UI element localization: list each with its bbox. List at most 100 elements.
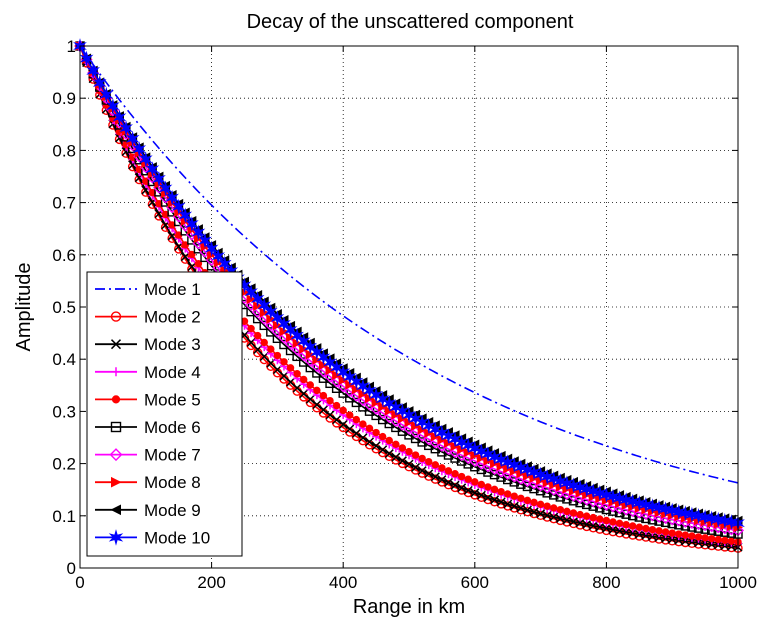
series-line (79, 45, 739, 484)
legend-item: Mode 10 (95, 528, 210, 547)
series-marker (602, 516, 611, 525)
legend-label: Mode 8 (144, 473, 201, 492)
series-marker (112, 109, 127, 126)
series-marker (724, 514, 739, 530)
series-marker (513, 459, 528, 476)
series-marker (364, 437, 375, 447)
series-marker (339, 406, 347, 415)
series-marker (652, 499, 666, 516)
series-marker (481, 446, 495, 463)
series-marker (369, 387, 383, 403)
series-marker (108, 529, 124, 546)
series-marker (522, 505, 532, 515)
x-tick-label: 400 (329, 573, 357, 592)
series-marker (476, 490, 486, 500)
series-marker (178, 207, 193, 224)
series-marker (246, 306, 256, 317)
series-marker (266, 327, 276, 337)
series-marker (247, 324, 255, 333)
series-marker (132, 141, 147, 158)
series-marker (408, 410, 423, 427)
series-marker (375, 391, 390, 408)
series-marker (691, 508, 706, 524)
series-marker (165, 189, 179, 206)
series-marker (318, 405, 328, 415)
series-marker (516, 503, 526, 513)
series-marker (378, 445, 388, 455)
series-marker (187, 262, 197, 272)
series-marker (79, 50, 94, 67)
series-marker (303, 338, 318, 355)
series-marker (263, 303, 278, 320)
series-marker (290, 327, 305, 344)
series-marker (405, 447, 413, 456)
series-marker (678, 505, 693, 522)
legend-label: Mode 2 (144, 308, 201, 327)
series-marker (283, 321, 298, 338)
series-marker (382, 395, 397, 412)
series-marker (252, 313, 263, 324)
series-marker (448, 431, 462, 448)
series-marker (569, 509, 578, 517)
series-marker (277, 316, 291, 332)
series-marker (398, 444, 407, 452)
series-marker (300, 375, 308, 384)
series-marker (474, 443, 489, 460)
series-marker (470, 488, 480, 498)
series-marker (642, 524, 650, 533)
legend-label: Mode 5 (144, 390, 201, 409)
series-marker (171, 198, 186, 215)
series-marker (721, 536, 729, 545)
legend-label: Mode 7 (144, 446, 201, 465)
series-marker (658, 501, 673, 518)
series-marker (411, 451, 420, 459)
legend-item: Mode 3 (95, 335, 201, 354)
series-marker (371, 441, 381, 451)
series-marker (509, 501, 519, 511)
series-marker (312, 400, 322, 410)
series-marker (568, 517, 579, 527)
series-marker (471, 478, 479, 486)
series-marker (316, 349, 331, 366)
legend-item: Mode 1 (95, 280, 201, 299)
series-marker (549, 512, 559, 522)
series-marker (110, 311, 122, 322)
series-mode-1 (79, 45, 739, 484)
series-marker (563, 507, 571, 516)
series-marker (582, 512, 591, 520)
series-marker (530, 498, 538, 507)
series-marker (444, 467, 453, 475)
series-marker (418, 454, 426, 463)
series-marker (119, 120, 133, 137)
series-marker (592, 485, 607, 502)
y-tick-label: 0.1 (52, 507, 76, 526)
y-tick-label: 0.5 (52, 298, 76, 317)
series-marker (110, 421, 122, 433)
series-marker (430, 472, 440, 482)
series-marker (629, 522, 637, 530)
series-marker (457, 472, 466, 481)
series-marker (714, 535, 722, 544)
series-marker (198, 232, 212, 249)
series-marker (329, 359, 344, 376)
y-tick-label: 0.2 (52, 455, 76, 474)
series-marker (296, 333, 311, 350)
series-marker (555, 514, 565, 524)
series-marker (285, 345, 296, 356)
series-marker (556, 505, 565, 514)
series-marker (358, 433, 368, 443)
series-marker (639, 496, 653, 513)
series-marker (86, 62, 101, 79)
series-marker (323, 354, 337, 371)
series-marker (424, 469, 434, 479)
series-marker (550, 504, 558, 512)
series-marker (596, 515, 604, 523)
series-marker (397, 456, 407, 466)
series-marker (619, 492, 634, 508)
series-marker (527, 464, 541, 481)
series-marker (579, 481, 594, 498)
series-marker (110, 504, 121, 516)
series-marker (675, 530, 683, 538)
series-marker (388, 399, 403, 416)
